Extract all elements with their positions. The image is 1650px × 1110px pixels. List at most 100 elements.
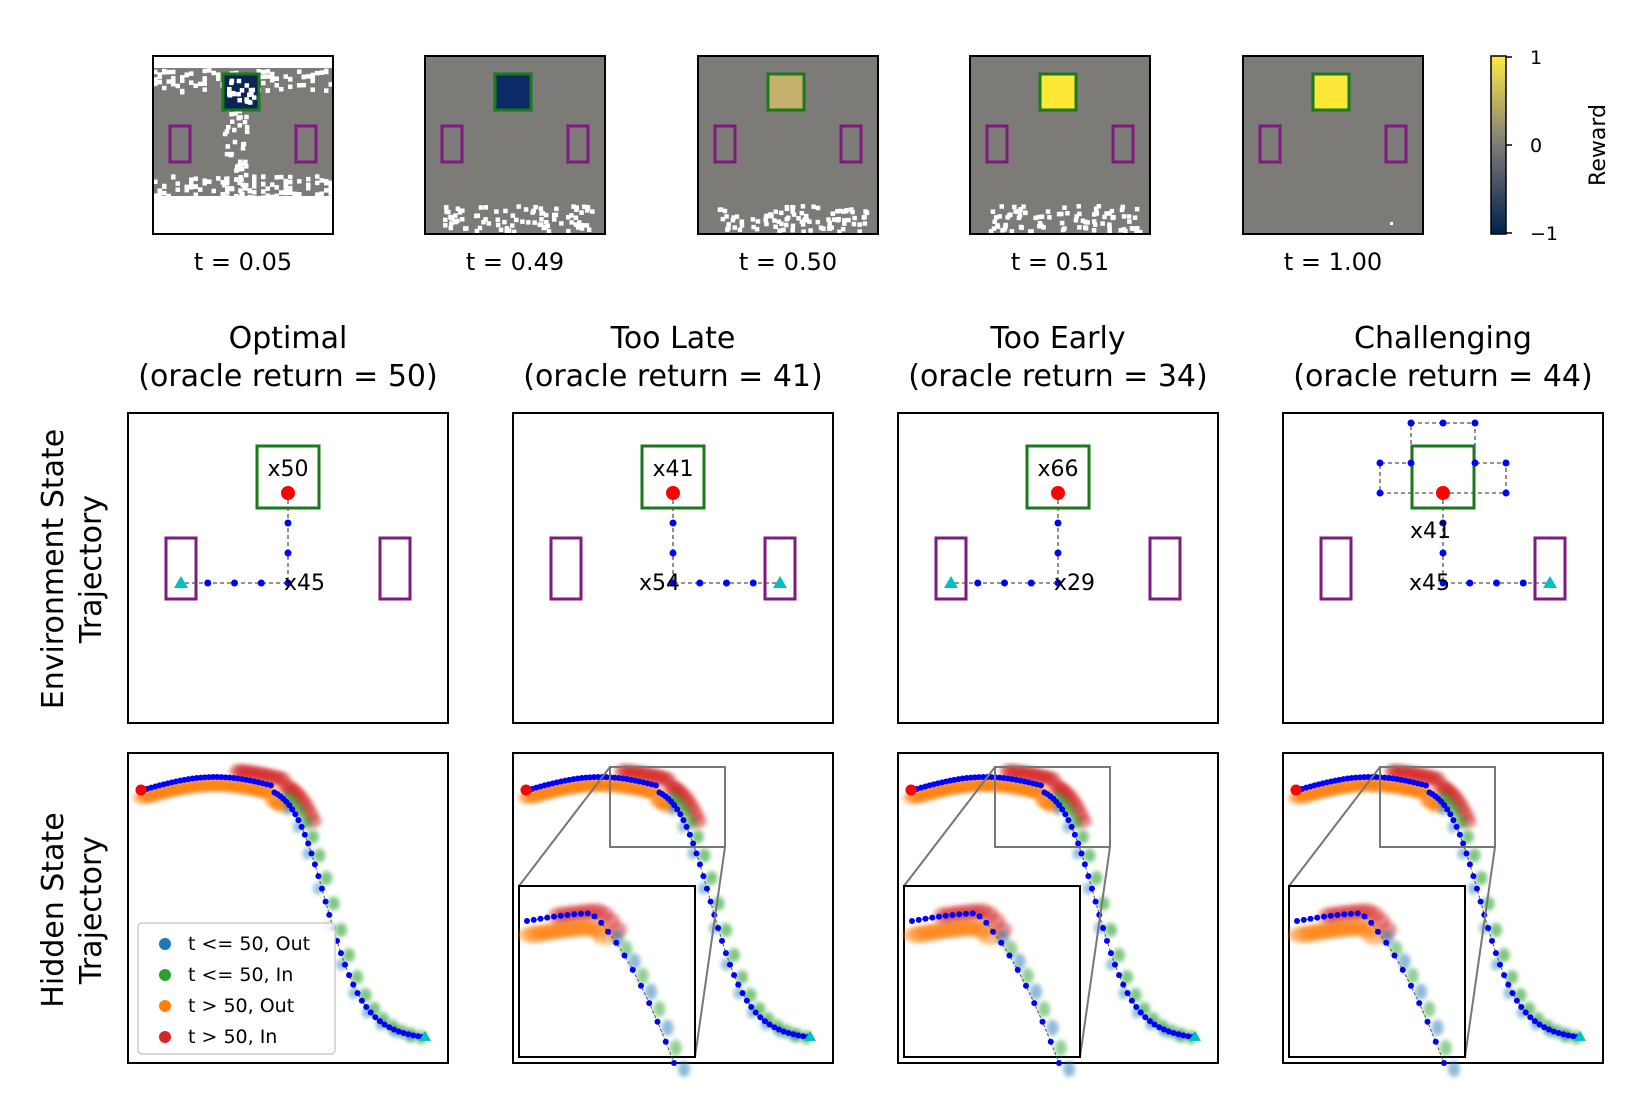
reward-map-speckle [532,220,537,225]
hidden-path-point [301,831,308,838]
hidden-path-point [1365,774,1372,781]
reward-map-speckle [861,215,867,220]
reward-map-speckle [726,222,731,227]
reward-map-speckle [773,224,778,229]
reward-map-speckle [720,216,726,222]
hidden-blob-green [306,829,319,844]
env-panel-too-late [512,412,834,724]
reward-map-speckle [584,223,590,228]
reward-map-speckle [1076,204,1082,209]
reward-map-speckle [1091,219,1097,224]
inset-path-point [654,1018,661,1025]
reward-map-speckle [1060,227,1066,233]
reward-map-goal-speckle [236,78,242,84]
legend: t <= 50, Out t <= 50, In t > 50, Out t >… [137,922,336,1055]
inset-path-point [1039,1018,1046,1025]
hidden-path-point [1120,981,1127,988]
inset-path-point [613,939,620,946]
reward-map-speckle [171,75,176,81]
reward-map-speckle [504,229,510,235]
column-title-too-late: Too Late [610,321,736,356]
reward-map-speckle [802,217,808,222]
reward-map-speckle [243,159,248,165]
reward-map-speckle [1000,228,1005,233]
reward-map-speckle [1003,222,1008,228]
hidden-path-point [376,1018,383,1025]
reward-map-speckle [739,219,745,224]
hidden-path-point [1447,811,1454,818]
reward-map-5-caption: t = 1.00 [1284,248,1382,276]
reward-map-speckle [1012,204,1017,210]
reward-map-speckle [730,217,736,223]
hidden-end-marker [804,1030,816,1041]
env-path-point [284,579,292,587]
reward-map-speckle [252,174,257,180]
hidden-blob-green [1475,871,1488,886]
reward-map-speckle [261,174,266,180]
reward-map-speckle [1093,206,1099,211]
hidden-path-point [405,1031,412,1038]
reward-map-goal-box [1311,72,1351,112]
hidden-path-point [757,1014,764,1021]
hidden-path-point [350,981,357,988]
reward-map-speckle [495,217,501,222]
reward-map-goal-speckle [251,95,257,100]
env-start-marker [1436,486,1450,500]
inset-path-point [621,952,628,959]
reward-map-speckle [239,166,245,172]
inset-path-point [578,910,584,917]
env-left-box [934,536,968,601]
reward-map-speckle [559,221,564,226]
reward-map-speckle [207,179,212,184]
reward-map-speckle [157,79,162,85]
hidden-path-point [286,802,293,809]
env-end-marker [773,576,787,588]
env-path-point [1466,579,1474,587]
reward-map-speckle [237,180,242,186]
hidden-blob-green [1112,948,1125,963]
inset-path-point [909,918,915,924]
reward-map-speckle [328,187,333,192]
reward-map-speckle [796,216,801,221]
reward-map-speckle [1017,208,1023,214]
reward-map-speckle [297,179,302,184]
hidden-path-point [1496,961,1503,968]
reward-map-speckle [189,185,194,190]
reward-map-speckle [514,217,519,223]
hidden-path-point [677,811,684,818]
reward-map-speckle [240,182,246,188]
reward-map-speckle [211,70,216,76]
reward-map-speckle [498,227,504,233]
hidden-path-point [311,861,318,868]
reward-map-speckle [166,193,171,199]
inset-blob [1439,1039,1452,1056]
inset-path-point [956,911,963,918]
reward-map-speckle [226,124,231,130]
hidden-blob-blue [1516,1006,1527,1019]
inset-blob [1423,1001,1436,1018]
reward-map-speckle [849,207,854,212]
reward-map-speckle [324,180,329,186]
env-path-point [284,549,292,557]
hidden-blob-green [1076,829,1089,844]
reward-map-speckle [324,188,329,193]
hidden-blob-blue [335,958,346,971]
hidden-path-point [775,1026,782,1033]
hidden-path-point [337,950,344,957]
reward-map-speckle [297,69,302,74]
reward-map-speckle [328,180,333,186]
reward-map-speckle [586,227,592,232]
column-subtitle-optimal: (oracle return = 50) [138,359,437,394]
reward-map-speckle [574,207,579,212]
reward-map-speckle [503,208,508,214]
reward-map-speckle [455,206,461,212]
hidden-blob-green [335,922,348,937]
reward-map-speckle [573,222,579,227]
hidden-path-point [1470,873,1477,880]
inset-blob [1046,1019,1059,1036]
hidden-blob-green [1468,848,1481,863]
reward-map-speckle [443,223,448,228]
reward-map-speckle [288,185,293,191]
hidden-blob-green [727,948,740,963]
reward-map-speckle [1119,207,1125,213]
